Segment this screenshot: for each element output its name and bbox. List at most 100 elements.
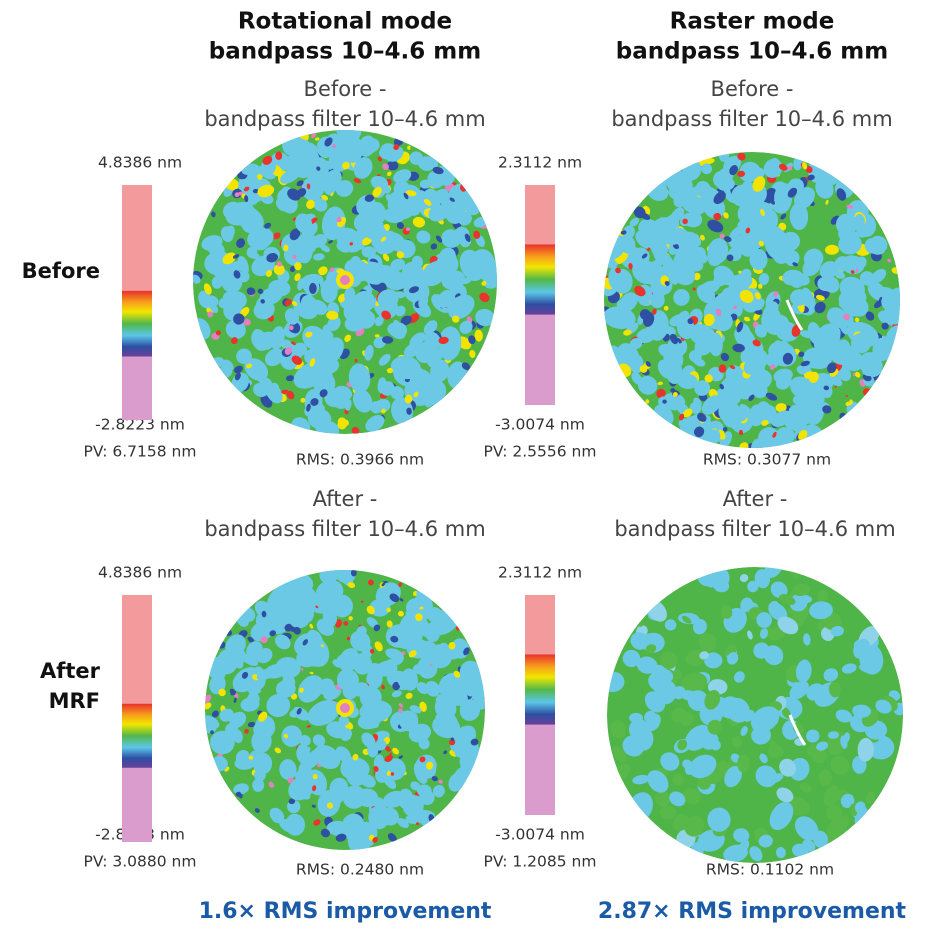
map-feature (288, 776, 315, 801)
scale-min: -3.0074 nm (495, 416, 585, 434)
map-feature (694, 380, 711, 396)
map-feature (438, 326, 462, 361)
map-feature (240, 697, 260, 712)
map-feature (241, 671, 249, 679)
map-feature (424, 331, 441, 350)
map-feature (404, 712, 418, 726)
map-feature (387, 833, 397, 842)
map-feature (737, 232, 756, 257)
map-feature (233, 697, 237, 703)
colorbar-mid (525, 244, 555, 315)
map-feature (357, 713, 381, 730)
map-feature (741, 268, 752, 280)
map-feature (854, 801, 866, 814)
map-feature (825, 244, 839, 255)
map-feature (622, 735, 645, 757)
map-feature (463, 647, 470, 656)
map-feature (881, 291, 900, 314)
map-feature (268, 279, 291, 297)
map-feature (330, 192, 334, 197)
map-feature (372, 836, 378, 843)
map-feature (779, 758, 797, 777)
map-feature (857, 737, 874, 762)
scale-min: -3.0074 nm (495, 826, 585, 844)
map-feature (798, 429, 808, 441)
map-feature (211, 276, 223, 289)
map-feature (229, 711, 247, 728)
map-feature (850, 270, 855, 274)
map-feature (240, 307, 250, 317)
map-feature (670, 387, 676, 393)
map-feature (207, 311, 214, 318)
map-feature (350, 570, 357, 577)
map-feature (733, 828, 750, 843)
map-feature (770, 581, 788, 599)
map-feature (396, 251, 405, 259)
map-feature (719, 233, 725, 239)
map-feature (406, 407, 412, 415)
map-feature (759, 753, 768, 764)
map-feature (662, 399, 667, 404)
map-feature (767, 745, 784, 758)
map-feature (344, 334, 352, 342)
map-feature (789, 680, 809, 700)
map-feature (813, 830, 828, 849)
map-feature (697, 776, 711, 790)
map-feature (693, 397, 702, 408)
map-feature (777, 616, 799, 635)
map-feature (360, 213, 385, 241)
map-feature (364, 344, 374, 361)
map-feature (755, 250, 765, 261)
map-feature (790, 569, 799, 580)
map-feature (370, 401, 383, 414)
map-feature (266, 693, 291, 718)
map-feature (737, 170, 746, 178)
map-feature (723, 212, 729, 219)
map-feature (313, 173, 326, 186)
map-feature (663, 305, 669, 311)
map-feature (672, 773, 684, 786)
map-feature (802, 162, 808, 170)
map-feature (393, 319, 402, 331)
map-feature (722, 426, 728, 432)
panel-caption: Before - (304, 77, 387, 101)
map-feature (664, 280, 670, 286)
map-feature (865, 791, 876, 805)
map-feature (294, 768, 312, 781)
map-feature (382, 253, 390, 262)
map-feature (457, 211, 472, 226)
colorbar-top (122, 185, 152, 291)
map-feature (300, 295, 318, 315)
map-feature (853, 214, 865, 231)
map-feature (377, 289, 399, 309)
map-feature (443, 750, 448, 755)
map-feature (677, 373, 698, 390)
map-feature (416, 784, 432, 797)
map-feature (655, 791, 671, 807)
map-feature (412, 663, 424, 675)
map-feature (788, 404, 806, 419)
map-feature (764, 567, 783, 578)
map-feature (413, 391, 419, 398)
map-feature (383, 206, 407, 223)
map-feature (640, 212, 651, 220)
map-feature (739, 442, 749, 448)
map-feature (747, 360, 764, 376)
map-feature (830, 626, 844, 637)
map-feature (687, 318, 694, 325)
map-feature (828, 681, 841, 698)
map-feature (792, 262, 799, 267)
map-feature (423, 623, 440, 642)
map-feature (475, 308, 495, 327)
map-feature (218, 688, 226, 697)
map-feature (300, 668, 304, 671)
map-feature (392, 747, 400, 755)
map-feature (645, 361, 652, 367)
map-feature (416, 822, 419, 826)
map-feature (875, 699, 892, 714)
map-feature (749, 846, 763, 862)
pv-value: PV: 2.5556 nm (484, 443, 597, 461)
map-feature (834, 270, 846, 279)
map-feature (734, 378, 754, 399)
map-feature (310, 398, 319, 406)
